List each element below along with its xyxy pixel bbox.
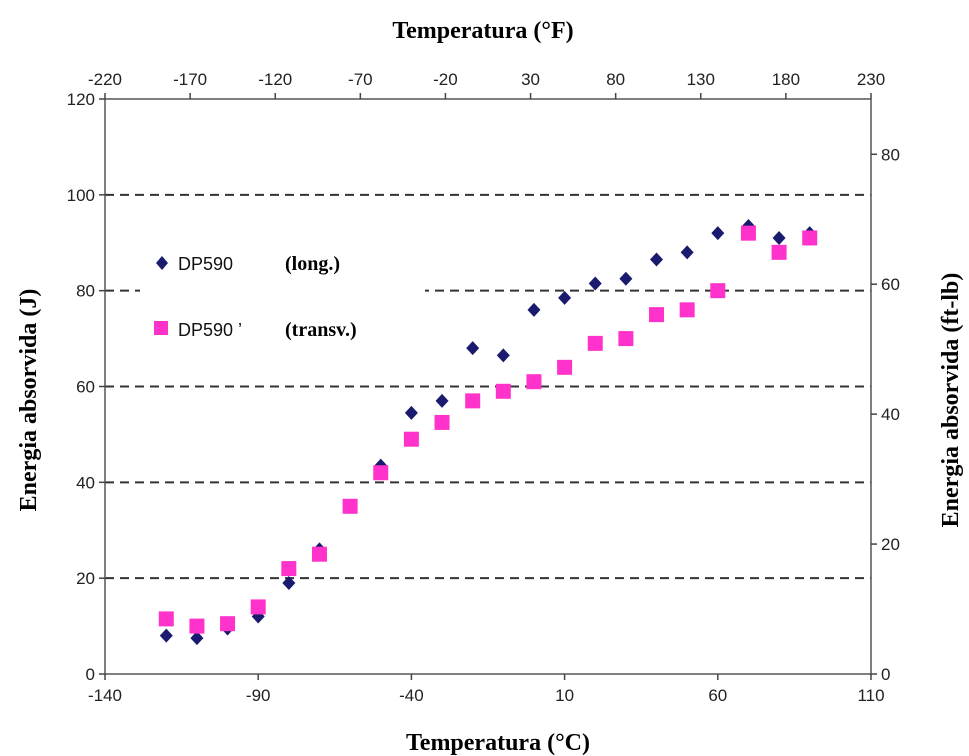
x-tick-label: 110 <box>857 686 884 705</box>
transv-point <box>740 225 756 241</box>
transv-point <box>802 230 818 246</box>
top-tick-label: -120 <box>258 70 292 89</box>
transv-point <box>526 374 542 390</box>
legend-label-long: DP590 <box>178 254 233 274</box>
long-point <box>558 290 572 305</box>
x-tick-label: -40 <box>399 686 424 705</box>
top-tick-label: -170 <box>173 70 207 89</box>
transv-point <box>587 335 603 351</box>
transv-point <box>403 431 419 447</box>
legend-marker-diamond <box>156 256 168 270</box>
long-point <box>588 276 602 291</box>
top-tick-label: -70 <box>348 70 373 89</box>
top-tick-label: -20 <box>433 70 458 89</box>
legend-background <box>140 245 425 355</box>
y-tick-label: 20 <box>76 569 95 588</box>
legend-note-transv: (transv.) <box>285 319 357 341</box>
top-tick-label: 130 <box>687 70 715 89</box>
transv-point <box>495 383 511 399</box>
transv-point <box>557 359 573 375</box>
x-tick-label: -90 <box>246 686 271 705</box>
x-axis-title: Temperatura (°C) <box>406 730 590 756</box>
long-point <box>619 271 633 286</box>
transv-point <box>649 307 665 323</box>
axis-ticks: -140 -90 -40 10 60 110 0 20 40 60 80 100 120-220 -170… <box>67 70 900 705</box>
y-tick-label: 80 <box>76 282 95 301</box>
right-tick-label: 80 <box>881 145 900 164</box>
top-tick-label: 30 <box>521 70 540 89</box>
transv-point <box>465 393 481 409</box>
long-point <box>435 393 449 408</box>
top-tick-label: -220 <box>88 70 122 89</box>
long-point <box>159 628 173 643</box>
legend-label-transv: DP590 ’ <box>178 320 242 340</box>
data-points <box>158 218 818 646</box>
y-axis-title: Energia absorvida (J) <box>16 289 42 512</box>
transv-point <box>373 465 389 481</box>
long-point <box>496 348 510 363</box>
transv-point <box>342 498 358 514</box>
legend-note-long: (long.) <box>285 253 340 275</box>
y-tick-label: 40 <box>76 473 95 492</box>
x-tick-label: 10 <box>555 686 574 705</box>
transv-point <box>250 599 266 615</box>
long-point <box>404 405 418 420</box>
long-point <box>527 302 541 317</box>
right-y-axis-title: Energia absorvida (ft-lb) <box>938 273 964 528</box>
transv-point <box>311 546 327 562</box>
transv-point <box>220 616 236 632</box>
y-tick-label: 60 <box>76 378 95 397</box>
top-tick-label: 230 <box>857 70 885 89</box>
transv-point <box>679 302 695 318</box>
y-tick-label: 0 <box>86 665 95 684</box>
transv-point <box>618 331 634 347</box>
y-tick-label: 100 <box>67 186 95 205</box>
top-tick-label: 80 <box>606 70 625 89</box>
x-tick-label: 60 <box>708 686 727 705</box>
long-point <box>282 575 296 590</box>
long-point <box>650 252 664 267</box>
long-point <box>711 226 725 241</box>
transv-point <box>771 244 787 260</box>
long-point <box>190 631 204 646</box>
long-point <box>680 245 694 260</box>
top-tick-label: 180 <box>772 70 800 89</box>
right-tick-label: 20 <box>881 535 900 554</box>
right-tick-label: 60 <box>881 275 900 294</box>
transv-point <box>189 618 205 634</box>
legend-marker-square <box>154 321 168 335</box>
right-tick-label: 0 <box>881 665 890 684</box>
x-tick-label: -140 <box>88 686 122 705</box>
transv-point <box>434 414 450 430</box>
transv-point <box>281 561 297 577</box>
long-point <box>466 341 480 356</box>
transv-point <box>710 283 726 299</box>
top-axis-title: Temperatura (°F) <box>392 18 573 44</box>
transv-point <box>158 611 174 627</box>
y-tick-label: 120 <box>67 90 95 109</box>
legend: DP590 (long.) DP590 ’ (transv.) <box>140 245 425 355</box>
right-tick-label: 40 <box>881 405 900 424</box>
long-point <box>772 230 786 245</box>
